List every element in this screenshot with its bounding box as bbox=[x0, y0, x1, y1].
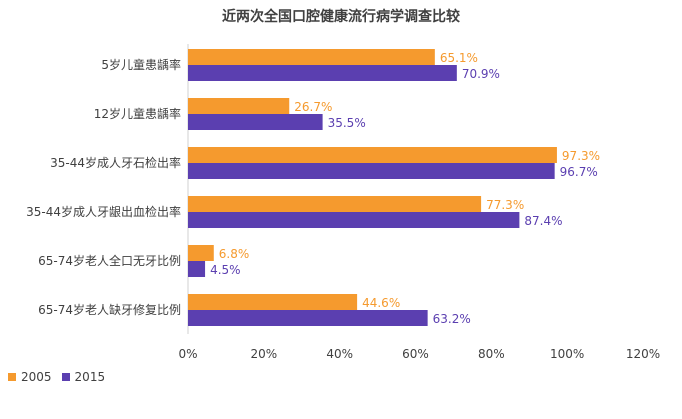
data-label-2005: 65.1% bbox=[440, 51, 478, 65]
bar-2015 bbox=[188, 212, 520, 228]
chart-title: 近两次全国口腔健康流行病学调查比较 bbox=[222, 9, 460, 25]
category-label: 35-44岁成人牙龈出血检出率 bbox=[26, 204, 181, 219]
legend-swatch-2015 bbox=[61, 373, 70, 381]
bar-2015 bbox=[188, 114, 323, 130]
data-label-2015: 87.4% bbox=[524, 214, 562, 228]
legend-item-2005: 2005 bbox=[8, 370, 52, 384]
data-label-2005: 6.8% bbox=[219, 247, 250, 261]
data-label-2005: 97.3% bbox=[562, 149, 600, 163]
x-tick-label: 100% bbox=[550, 347, 584, 361]
category-label: 5岁儿童患龋率 bbox=[101, 57, 181, 72]
category-label: 12岁儿童患龋率 bbox=[94, 106, 181, 121]
bar-2005 bbox=[188, 245, 214, 261]
x-tick-label: 40% bbox=[326, 347, 353, 361]
x-tick-label: 60% bbox=[402, 347, 429, 361]
legend-item-2015: 2015 bbox=[61, 370, 106, 384]
legend-label-2015: 2015 bbox=[74, 370, 106, 384]
data-label-2005: 26.7% bbox=[294, 100, 332, 114]
bar-2005 bbox=[188, 196, 482, 212]
x-tick-label: 20% bbox=[250, 347, 277, 361]
x-tick-label: 0% bbox=[178, 347, 197, 361]
data-label-2015: 70.9% bbox=[462, 67, 500, 81]
data-label-2015: 63.2% bbox=[433, 312, 471, 326]
data-label-2005: 44.6% bbox=[362, 296, 400, 310]
category-label: 35-44岁成人牙石检出率 bbox=[50, 155, 181, 170]
data-label-2015: 35.5% bbox=[328, 116, 366, 130]
bar-2015 bbox=[188, 65, 457, 81]
data-label-2015: 96.7% bbox=[560, 165, 598, 179]
bar-2015 bbox=[188, 310, 428, 326]
legend-swatch-2005 bbox=[8, 373, 16, 381]
category-label: 65-74岁老人缺牙修复比例 bbox=[38, 302, 181, 317]
legend-label-2005: 2005 bbox=[21, 370, 52, 384]
bar-2005 bbox=[188, 49, 435, 65]
bar-2005 bbox=[188, 98, 290, 114]
data-label-2005: 77.3% bbox=[486, 198, 524, 212]
bar-2005 bbox=[188, 147, 557, 163]
bar-2005 bbox=[188, 294, 358, 310]
data-label-2015: 4.5% bbox=[210, 263, 241, 277]
legend: 2005 2015 bbox=[8, 370, 105, 384]
x-tick-label: 80% bbox=[478, 347, 505, 361]
bar-2015 bbox=[188, 261, 206, 277]
category-label: 65-74岁老人全口无牙比例 bbox=[38, 253, 181, 268]
x-tick-label: 120% bbox=[626, 347, 660, 361]
bar-2015 bbox=[188, 163, 555, 179]
